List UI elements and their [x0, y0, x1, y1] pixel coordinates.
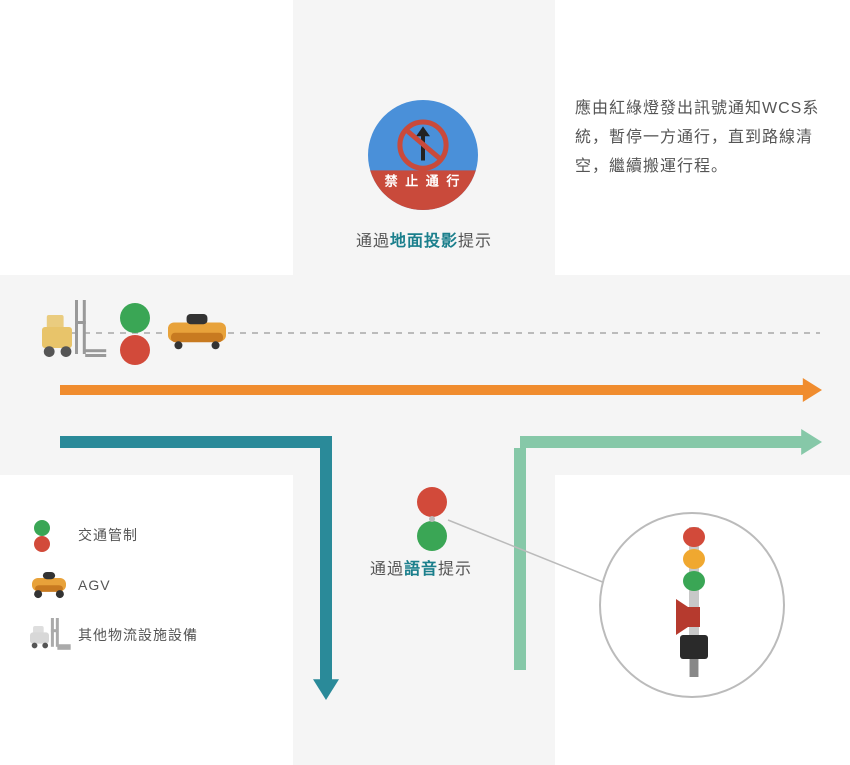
legend-label: AGV — [78, 577, 111, 593]
legend-label: 交通管制 — [78, 525, 138, 545]
caption-pre: 通過 — [370, 561, 404, 578]
caption-highlight: 語音 — [404, 561, 438, 578]
caption-highlight: 地面投影 — [390, 233, 458, 250]
caption-pre: 通過 — [356, 233, 390, 250]
description-text: 應由紅綠燈發出訊號通知WCS系統，暫停一方通行，直到路線清空，繼續搬運行程。 — [575, 95, 830, 181]
caption-post: 提示 — [458, 233, 492, 250]
signal-tower-icon — [676, 527, 708, 677]
caption-post: 提示 — [438, 561, 472, 578]
legend-icon — [30, 618, 78, 652]
forklift-icon — [30, 618, 71, 650]
callout-circle — [600, 513, 784, 697]
legend-row: AGV — [30, 570, 198, 600]
legend-row: 交通管制 — [30, 520, 198, 550]
caption-ground-projection: 通過地面投影提示 — [356, 227, 492, 251]
road-horizontal — [0, 275, 850, 475]
agv-icon — [32, 572, 66, 598]
caption-voice-prompt: 通過語音提示 — [370, 555, 472, 579]
legend: 交通管制 AGV 其他物流設施設備 — [30, 520, 198, 670]
legend-label: 其他物流設施設備 — [78, 625, 198, 645]
legend-icon — [30, 518, 78, 552]
diagram-stage: 應由紅綠燈發出訊號通知WCS系統，暫停一方通行，直到路線清空，繼續搬運行程。 通… — [0, 0, 850, 765]
legend-icon — [30, 568, 78, 602]
legend-row: 其他物流設施設備 — [30, 620, 198, 650]
